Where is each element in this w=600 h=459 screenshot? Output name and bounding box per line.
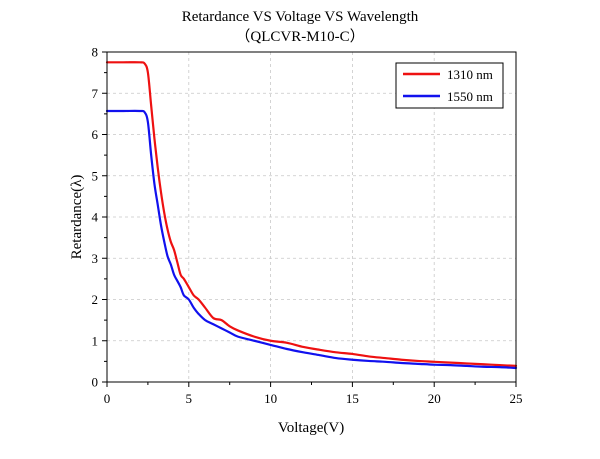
y-tick-label: 8 bbox=[92, 45, 99, 60]
y-tick-label: 7 bbox=[92, 86, 99, 101]
legend-label-1310nm: 1310 nm bbox=[447, 67, 493, 82]
chart-title: Retardance VS Voltage VS Wavelength bbox=[182, 9, 419, 25]
y-tick-label: 3 bbox=[92, 251, 99, 266]
x-axis-label: Voltage(V) bbox=[278, 420, 344, 436]
series-lines bbox=[105, 61, 518, 370]
legend-box bbox=[395, 62, 504, 109]
legend-label-1550nm: 1550 nm bbox=[447, 89, 493, 104]
y-tick-label: 6 bbox=[92, 127, 99, 142]
series-line-1550nm bbox=[105, 109, 518, 370]
axis-ticks: 0 5 10 15 20 25 0 1 2 3 4 5 6 7 8 bbox=[92, 45, 523, 407]
legend: 1310 nm 1550 nm bbox=[395, 62, 504, 109]
y-tick-label: 1 bbox=[92, 333, 99, 348]
x-tick-label: 25 bbox=[510, 391, 523, 406]
x-tick-label: 10 bbox=[264, 391, 277, 406]
chart-subtitle: （QLCVR-M10-C） bbox=[235, 28, 364, 45]
y-axis-label: Retardance(λ) bbox=[69, 175, 85, 260]
series-line-1310nm bbox=[105, 61, 518, 368]
y-tick-label: 2 bbox=[92, 292, 99, 307]
x-tick-label: 5 bbox=[186, 391, 193, 406]
x-tick-label: 20 bbox=[428, 391, 441, 406]
y-tick-label: 4 bbox=[92, 210, 99, 225]
x-tick-label: 0 bbox=[104, 391, 111, 406]
y-tick-label: 5 bbox=[92, 168, 99, 183]
y-tick-label: 0 bbox=[92, 375, 99, 390]
x-tick-label: 15 bbox=[346, 391, 359, 406]
